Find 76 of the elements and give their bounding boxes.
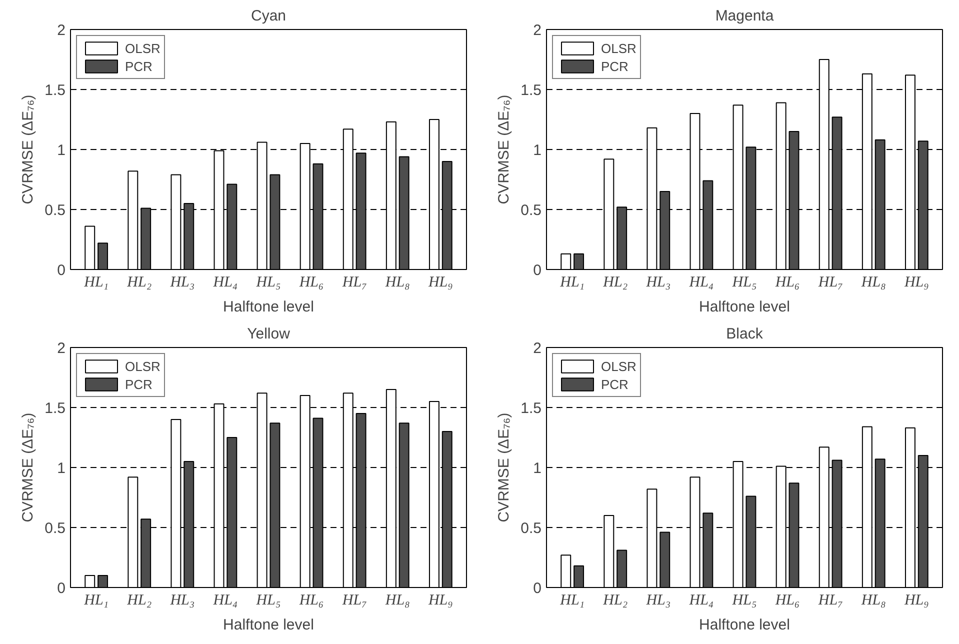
x-tick-label: HL₅ — [731, 592, 757, 608]
y-axis-title: CVRMSE (ΔE₇₆) — [20, 94, 37, 204]
x-tick-label: HL₈ — [860, 592, 886, 608]
x-axis-title: Halftone level — [699, 616, 790, 634]
x-tick-label: HL₈ — [860, 274, 886, 290]
x-tick-label: HL₉ — [427, 592, 453, 608]
y-tick-label: 2 — [57, 22, 66, 39]
legend-label: OLSR — [601, 40, 636, 56]
chart-title: Cyan — [250, 8, 286, 24]
x-tick-label: HL₂ — [126, 274, 152, 290]
y-tick-label: 1 — [533, 460, 542, 477]
y-tick-label: 0 — [533, 262, 542, 279]
legend-label: PCR — [601, 58, 628, 74]
y-axis-title: CVRMSE (ΔE₇₆) — [20, 412, 37, 522]
x-tick-label: HL₇ — [817, 592, 843, 608]
x-axis-title: Halftone level — [223, 298, 314, 316]
x-tick-label: HL₉ — [427, 274, 453, 290]
x-tick-label: HL₂ — [126, 592, 152, 608]
y-tick-label: 0 — [57, 580, 66, 597]
y-tick-label: 1.5 — [44, 82, 66, 99]
chart-title: Magenta — [715, 8, 774, 24]
x-tick-label: HL₁ — [83, 274, 109, 290]
x-tick-label: HL₅ — [255, 592, 281, 608]
x-tick-label: HL₃ — [169, 274, 195, 290]
x-tick-label: HL₃ — [645, 592, 671, 608]
chart-title: Black — [726, 326, 764, 342]
y-tick-label: 1.5 — [520, 400, 542, 417]
x-tick-label: HL₉ — [903, 592, 929, 608]
x-tick-label: HL₁ — [559, 592, 585, 608]
x-tick-label: HL₃ — [169, 592, 195, 608]
x-tick-label: HL₈ — [384, 274, 410, 290]
x-tick-label: HL₆ — [298, 274, 324, 290]
y-tick-label: 0 — [533, 580, 542, 597]
x-tick-label: HL₇ — [341, 274, 367, 290]
chart-title: Yellow — [247, 326, 290, 342]
y-tick-label: 1.5 — [44, 400, 66, 417]
legend-label: PCR — [125, 58, 152, 74]
x-axis-title: Halftone level — [223, 616, 314, 634]
legend-label: OLSR — [125, 358, 160, 374]
x-tick-label: HL₄ — [212, 274, 238, 290]
x-tick-label: HL₄ — [212, 592, 238, 608]
x-tick-label: HL₄ — [688, 592, 714, 608]
x-tick-label: HL₁ — [83, 592, 109, 608]
x-tick-label: HL₆ — [774, 274, 800, 290]
x-tick-label: HL₇ — [341, 592, 367, 608]
y-tick-label: 0.5 — [44, 520, 66, 537]
x-tick-label: HL₈ — [384, 592, 410, 608]
x-tick-label: HL₁ — [559, 274, 585, 290]
x-tick-label: HL₆ — [298, 592, 324, 608]
y-tick-label: 1 — [57, 460, 66, 477]
x-tick-label: HL₅ — [255, 274, 281, 290]
y-tick-label: 2 — [57, 340, 66, 357]
y-axis-title: CVRMSE (ΔE₇₆) — [496, 412, 513, 522]
x-tick-label: HL₉ — [903, 274, 929, 290]
x-axis-title: Halftone level — [699, 298, 790, 316]
y-tick-label: 2 — [533, 22, 542, 39]
y-tick-label: 0.5 — [44, 202, 66, 219]
legend-label: OLSR — [601, 358, 636, 374]
y-tick-label: 1.5 — [520, 82, 542, 99]
legend-label: PCR — [601, 376, 628, 392]
x-tick-label: HL₃ — [645, 274, 671, 290]
y-tick-label: 0 — [57, 262, 66, 279]
x-tick-label: HL₂ — [602, 592, 628, 608]
y-tick-label: 0.5 — [520, 202, 542, 219]
legend-label: PCR — [125, 376, 152, 392]
y-axis-title: CVRMSE (ΔE₇₆) — [496, 94, 513, 204]
legend-label: OLSR — [125, 40, 160, 56]
x-tick-label: HL₂ — [602, 274, 628, 290]
x-tick-label: HL₄ — [688, 274, 714, 290]
x-tick-label: HL₇ — [817, 274, 843, 290]
y-tick-label: 0.5 — [520, 520, 542, 537]
x-tick-label: HL₅ — [731, 274, 757, 290]
y-tick-label: 1 — [57, 142, 66, 159]
y-tick-label: 1 — [533, 142, 542, 159]
x-tick-label: HL₆ — [774, 592, 800, 608]
y-tick-label: 2 — [533, 340, 542, 357]
